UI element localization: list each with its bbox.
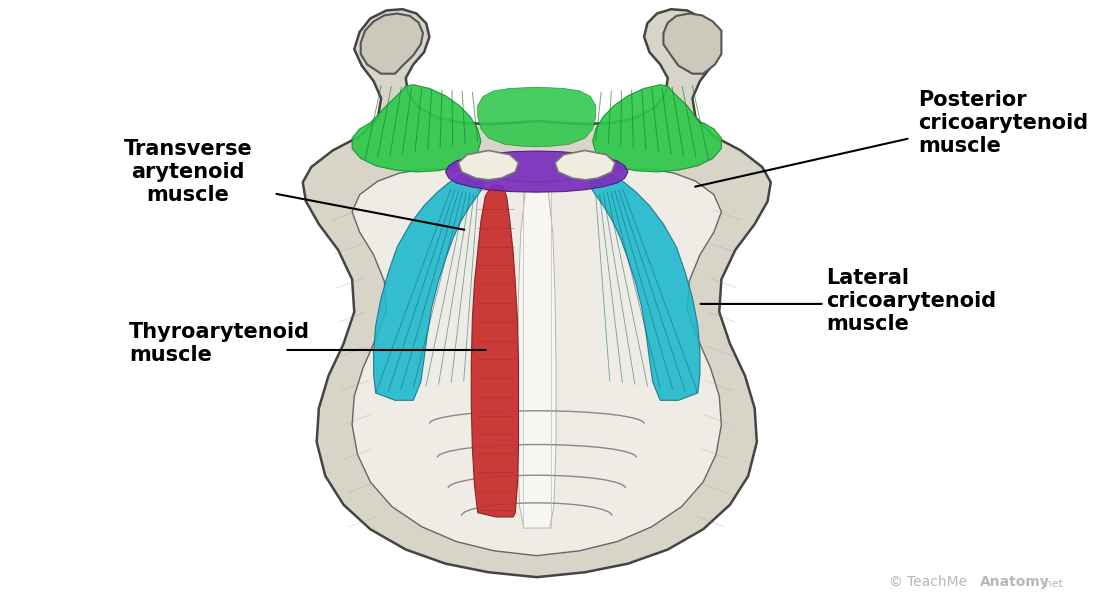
Text: Thyroarytenoid
muscle: Thyroarytenoid muscle xyxy=(129,322,310,365)
Polygon shape xyxy=(590,172,700,400)
Polygon shape xyxy=(445,151,628,192)
Polygon shape xyxy=(593,85,721,172)
Polygon shape xyxy=(663,14,721,74)
Polygon shape xyxy=(303,9,770,577)
Text: Posterior
cricoarytenoid
muscle: Posterior cricoarytenoid muscle xyxy=(918,90,1088,156)
Text: Anatomy: Anatomy xyxy=(980,575,1050,589)
Polygon shape xyxy=(373,172,483,400)
Text: TeachMe: TeachMe xyxy=(907,575,967,589)
Polygon shape xyxy=(518,185,556,528)
Text: ©: © xyxy=(889,575,907,589)
Text: Transverse
arytenoid
muscle: Transverse arytenoid muscle xyxy=(123,139,253,205)
Text: .net: .net xyxy=(1041,580,1063,589)
Polygon shape xyxy=(352,169,721,556)
Text: Lateral
cricoarytenoid
muscle: Lateral cricoarytenoid muscle xyxy=(826,268,997,334)
Polygon shape xyxy=(458,150,519,180)
Polygon shape xyxy=(352,85,481,172)
Polygon shape xyxy=(361,14,423,74)
Polygon shape xyxy=(555,150,615,180)
Polygon shape xyxy=(472,185,519,517)
Polygon shape xyxy=(477,87,596,147)
